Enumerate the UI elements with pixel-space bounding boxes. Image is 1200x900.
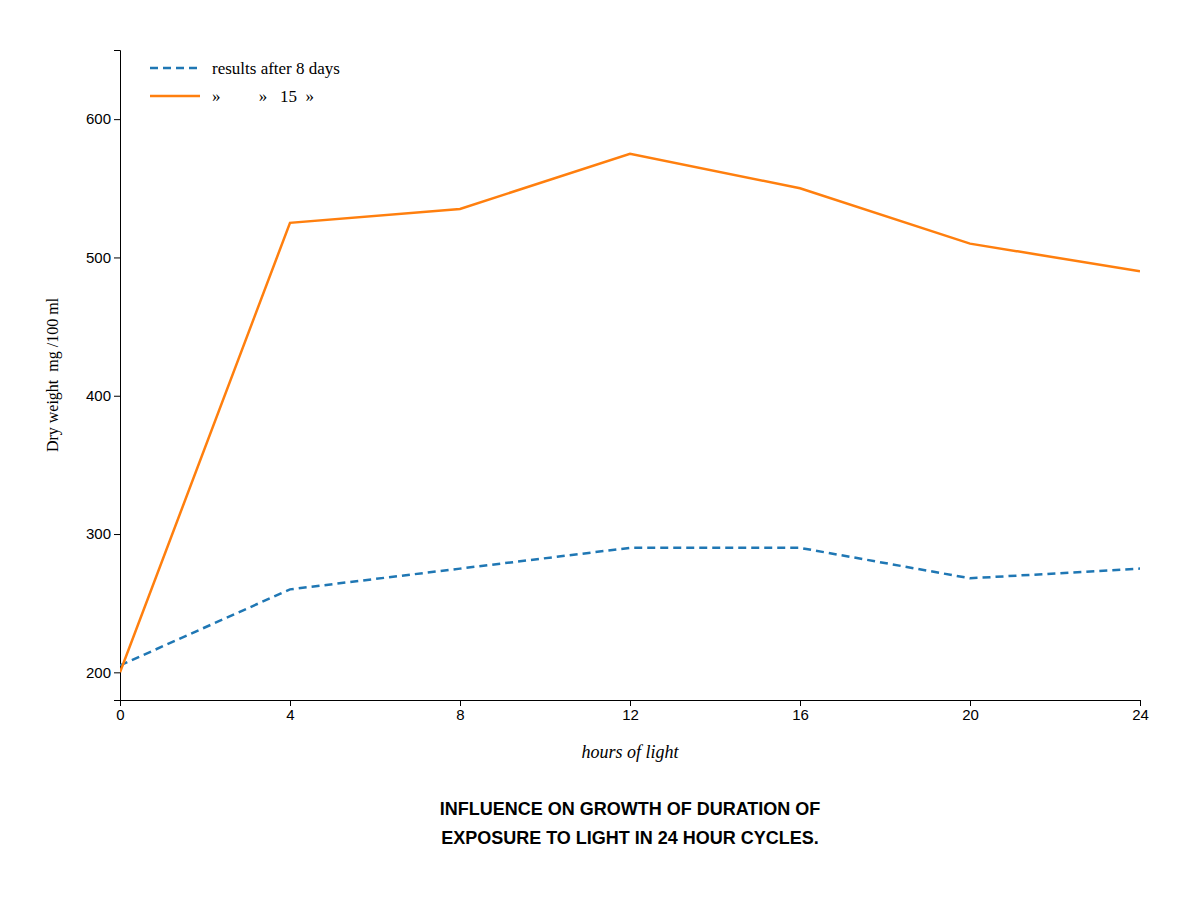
legend-swatch xyxy=(150,95,200,98)
series-line xyxy=(120,548,1140,666)
title: INFLUENCE ON GROWTH OF DURATION OF EXPOSU… xyxy=(440,799,821,848)
x-axis-tick-label: 24 xyxy=(1132,706,1149,723)
y-axis-tick: 500 xyxy=(86,249,120,266)
legend-item: » » 15 » xyxy=(150,87,314,106)
y-axis: 200 300 400 500 600 xyxy=(86,51,121,701)
title-line: EXPOSURE TO LIGHT IN 24 HOUR CYCLES. xyxy=(441,828,819,848)
x-axis-tick: 0 xyxy=(116,700,124,723)
x-axis-tick: 12 xyxy=(622,700,639,723)
x-axis-tick: 24 xyxy=(1132,700,1149,723)
y-axis-tick: 400 xyxy=(86,387,120,404)
x-axis-tick: 8 xyxy=(456,700,464,723)
title-line: INFLUENCE ON GROWTH OF DURATION OF xyxy=(440,799,821,819)
series-line xyxy=(120,154,1140,673)
chart: 0 4 8 12 16 20 24 200 300 400 500 600 results after … xyxy=(0,0,1200,900)
x-axis-tick-label: 16 xyxy=(792,706,809,723)
y-axis-tick: 300 xyxy=(86,525,120,542)
y-axis-tick-label: 400 xyxy=(86,387,111,404)
x-axis-tick-label: 8 xyxy=(456,706,464,723)
plot: 0 4 8 12 16 20 24 200 300 400 500 600 results after … xyxy=(86,51,1149,723)
legend-swatch xyxy=(150,67,200,70)
y-axis-tick-mark xyxy=(114,119,120,120)
y-axis-tick-mark xyxy=(114,396,120,397)
x-axis-tick-label: 4 xyxy=(286,706,294,723)
x-axis-tick-label: 12 xyxy=(622,706,639,723)
y-axis-title: Dry weight mg /100 ml xyxy=(44,297,62,452)
legend-label: » » 15 » xyxy=(212,87,314,106)
x-axis: 0 4 8 12 16 20 24 xyxy=(116,700,1149,723)
x-axis-tick-label: 0 xyxy=(116,706,124,723)
legend: results after 8 days » » 15 » xyxy=(150,59,340,106)
x-axis-tick: 4 xyxy=(286,700,294,723)
y-axis-tick-mark xyxy=(114,672,120,673)
y-axis-tick: 600 xyxy=(86,110,120,127)
y-axis-line xyxy=(114,51,121,701)
legend-item: results after 8 days xyxy=(150,59,340,78)
x-axis-title: hours of light xyxy=(581,742,679,762)
y-axis-tick-label: 500 xyxy=(86,249,111,266)
y-axis-tick: 200 xyxy=(86,664,120,681)
x-axis-tick: 20 xyxy=(962,700,979,723)
x-axis-tick-label: 20 xyxy=(962,706,979,723)
y-axis-tick-mark xyxy=(114,534,120,535)
y-axis-tick-label: 600 xyxy=(86,110,111,127)
x-axis-tick: 16 xyxy=(792,700,809,723)
y-axis-tick-mark xyxy=(114,257,120,258)
legend-label: results after 8 days xyxy=(212,59,340,78)
y-axis-tick-label: 300 xyxy=(86,525,111,542)
y-axis-tick-label: 200 xyxy=(86,664,111,681)
lines xyxy=(120,154,1140,673)
